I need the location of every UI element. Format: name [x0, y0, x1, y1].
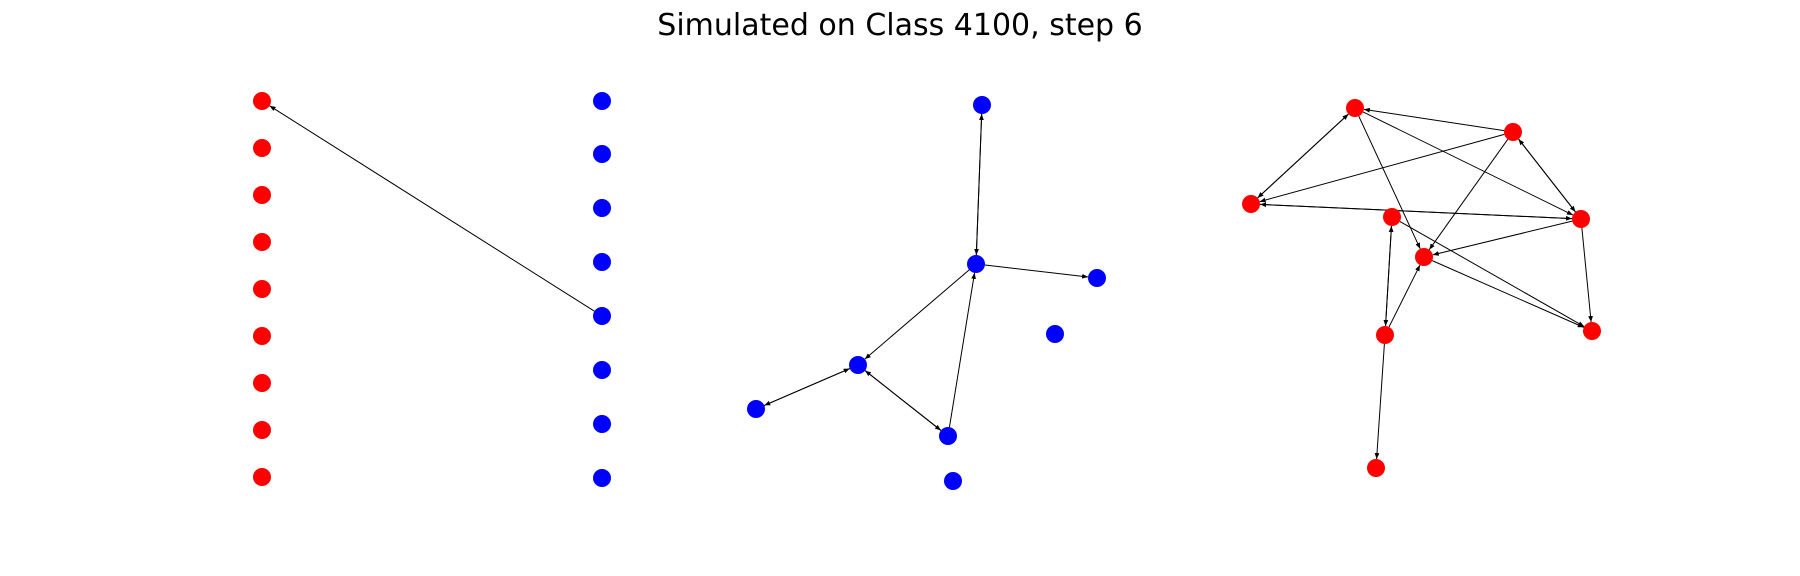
edge-m7-to-m9: [1374, 343, 1385, 460]
node-r2: [253, 139, 271, 157]
edge-m2-to-m5: [1428, 139, 1509, 250]
blue-graph: [747, 96, 1106, 490]
edge-m2-to-m3: [1259, 133, 1505, 203]
node-m8: [1583, 322, 1601, 340]
node-b4: [593, 253, 611, 271]
node-m6: [1572, 210, 1590, 228]
red-graph: [1242, 99, 1601, 477]
node-r4: [253, 233, 271, 251]
node-r8: [253, 421, 271, 439]
node-m7: [1376, 326, 1394, 344]
edge-m2-to-m6: [1518, 138, 1576, 213]
node-n6: [747, 400, 765, 418]
node-b6: [593, 361, 611, 379]
edge-n2-to-n5: [864, 269, 970, 360]
figure-title: Simulated on Class 4100, step 6: [657, 8, 1143, 43]
node-n4: [1046, 325, 1064, 343]
node-r3: [253, 186, 271, 204]
node-m9: [1367, 459, 1385, 477]
node-n5: [849, 356, 867, 374]
edge-b5-to-r1: [269, 105, 595, 312]
node-b2: [593, 145, 611, 163]
node-m4: [1383, 208, 1401, 226]
node-b3: [593, 199, 611, 217]
node-n2: [967, 255, 985, 273]
edge-n2-to-n3: [984, 264, 1089, 279]
node-b8: [593, 469, 611, 487]
node-n1: [973, 96, 991, 114]
edge-m3-to-m6: [1259, 203, 1573, 221]
node-r5: [253, 280, 271, 298]
edge-m7-to-m4: [1385, 225, 1394, 327]
edge-n7-to-n5: [864, 370, 942, 431]
node-m3: [1242, 195, 1260, 213]
edge-m6-to-m8: [1581, 227, 1593, 323]
node-n8: [944, 472, 962, 490]
edge-m4-to-m8: [1399, 221, 1585, 327]
edge-n7-to-n2: [948, 272, 976, 428]
edge-m1-to-m6: [1362, 111, 1574, 216]
node-n3: [1088, 269, 1106, 287]
node-b7: [593, 415, 611, 433]
bipartite-graph: [253, 92, 611, 487]
edge-m2-to-m1: [1363, 107, 1505, 132]
edge-n1-to-n2: [974, 113, 983, 256]
node-r6: [253, 327, 271, 345]
node-r9: [253, 468, 271, 486]
edge-m3-to-m1: [1257, 113, 1349, 199]
node-r7: [253, 374, 271, 392]
edge-m7-to-m5: [1388, 264, 1421, 328]
edge-m5-to-m8: [1432, 260, 1584, 328]
edge-m1-to-m5: [1358, 115, 1421, 250]
node-m5: [1415, 248, 1433, 266]
node-m2: [1504, 123, 1522, 141]
node-m1: [1346, 99, 1364, 117]
node-r1: [253, 92, 271, 110]
node-b5: [593, 307, 611, 325]
node-b1: [593, 92, 611, 110]
node-n7: [939, 427, 957, 445]
edge-m6-to-m5: [1432, 220, 1573, 256]
edge-n6-to-n5: [764, 368, 850, 406]
